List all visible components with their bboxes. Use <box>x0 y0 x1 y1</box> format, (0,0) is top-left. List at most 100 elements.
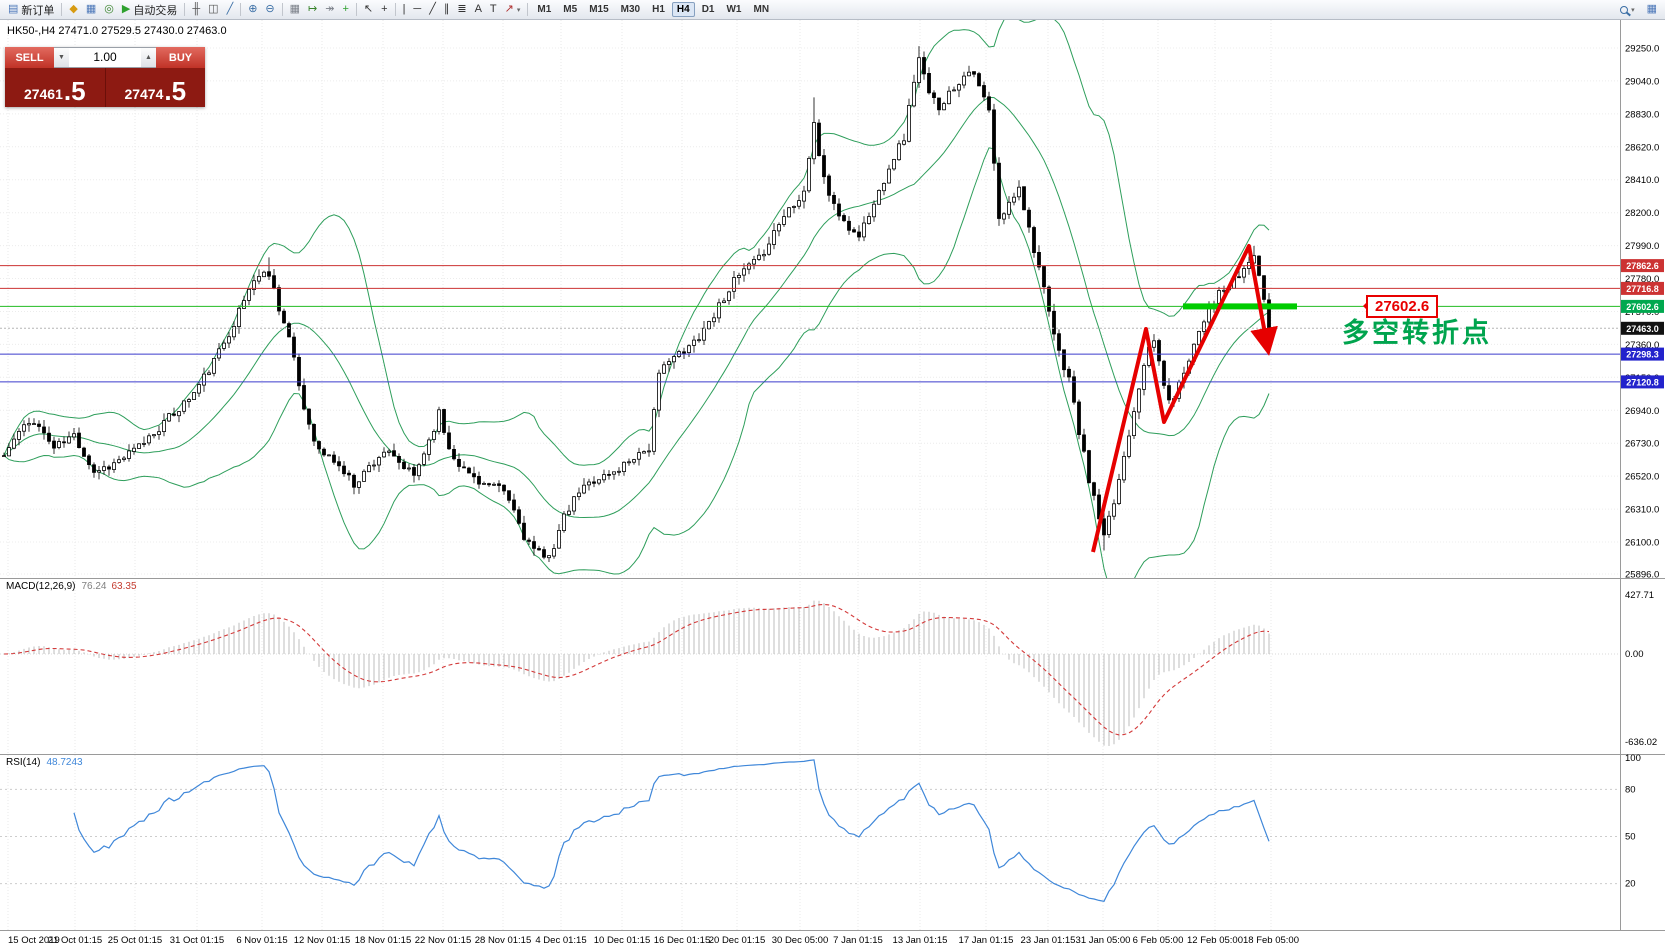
tile-windows-icon: ▦ <box>289 3 301 15</box>
red-zigzag-arrow[interactable] <box>1091 244 1278 553</box>
candle-body <box>687 345 691 354</box>
price-axis-label: 28620.0 <box>1625 142 1659 153</box>
buy-price-display[interactable]: 27474.5 <box>104 68 205 107</box>
candle-body <box>402 461 406 470</box>
candle-body <box>582 484 586 494</box>
vertical-line-button[interactable]: | <box>399 1 410 19</box>
timeframe-m15-button[interactable]: M15 <box>589 4 609 15</box>
time-axis-label: 20 Dec 01:15 <box>709 935 766 946</box>
chart-window-icon: ▦ <box>1646 3 1657 15</box>
candle-body <box>912 81 916 107</box>
time-axis-label: 21 Oct 01:15 <box>48 935 102 946</box>
new-order-button[interactable]: ▤ 新订单 <box>4 1 58 19</box>
bar-chart-mode-button[interactable]: ╫ <box>188 1 204 19</box>
trendline-button[interactable]: ╱ <box>425 1 440 19</box>
sell-price-display[interactable]: 27461.5 <box>5 68 105 107</box>
line-chart-mode-button[interactable]: ╱ <box>223 1 238 19</box>
candle-body <box>232 325 236 338</box>
candle-body <box>72 433 76 438</box>
candle-body <box>452 448 456 460</box>
candle-body <box>917 57 921 84</box>
price-axis-label: 26100.0 <box>1625 538 1659 549</box>
candle-body <box>1072 376 1076 403</box>
candle-body <box>927 73 931 94</box>
candle-body <box>62 441 66 444</box>
timeframe-m5-button[interactable]: M5 <box>563 4 578 15</box>
candle-body <box>672 356 676 363</box>
timeframe-mn-button[interactable]: MN <box>753 4 770 15</box>
toolbar-separator <box>355 3 357 16</box>
zoom-out-button[interactable]: ⊖ <box>261 1 278 19</box>
price-axis-label: 29040.0 <box>1625 76 1659 87</box>
price-axis-label: 27360.0 <box>1625 340 1659 351</box>
candle-body <box>1122 455 1126 481</box>
signals-button[interactable]: ▦ <box>82 1 100 19</box>
label-tool-button[interactable]: T <box>486 1 501 19</box>
buy-button[interactable]: BUY <box>156 47 205 68</box>
cursor-button[interactable]: ↖ <box>360 1 377 19</box>
level-price-badge <box>1621 375 1664 389</box>
candle-body <box>1037 251 1041 268</box>
candlestick-mode-button[interactable]: ◫ <box>204 1 222 19</box>
price-axis-label: 28200.0 <box>1625 208 1659 219</box>
volume-decrease-button[interactable]: ▼ <box>54 48 69 67</box>
bollinger-lower-band <box>3 147 1270 578</box>
crosshair-button[interactable]: + <box>377 1 391 19</box>
turning-point-note[interactable]: 多空转折点 <box>1342 318 1492 348</box>
text-tool-button[interactable]: A <box>471 1 486 19</box>
new-chart-window-button[interactable]: ▦ <box>1643 1 1661 19</box>
candle-body <box>342 465 346 475</box>
timeframe-h4-button[interactable]: H4 <box>671 2 695 17</box>
volume-input[interactable]: 1.00 <box>93 50 117 64</box>
candle-body <box>252 280 256 291</box>
candle-body <box>102 466 106 471</box>
candle-body <box>1132 411 1136 437</box>
tile-windows-button[interactable]: ▦ <box>286 1 304 19</box>
candle-body <box>22 424 26 432</box>
auto-scroll-button[interactable]: ↦ <box>304 1 321 19</box>
toolbar-separator <box>281 3 283 16</box>
fibonacci-button[interactable]: ≣ <box>453 1 470 19</box>
candle-body <box>77 432 81 449</box>
candle-body <box>142 442 146 445</box>
candle-body <box>497 483 501 486</box>
arrows-tool-button[interactable]: ↗ ▾ <box>501 1 525 19</box>
zoom-in-button[interactable]: ⊕ <box>244 1 261 19</box>
timeframe-d1-button[interactable]: D1 <box>701 4 715 15</box>
candle-body <box>367 465 371 473</box>
candle-body <box>467 467 471 474</box>
candle-body <box>322 448 326 456</box>
thick-green-segment[interactable] <box>1183 303 1297 310</box>
volume-increase-button[interactable]: ▲ <box>141 48 156 67</box>
price-callout-label[interactable]: 27602.6 <box>1362 295 1439 318</box>
candle-body <box>1032 227 1036 254</box>
horizontal-line-button[interactable]: ─ <box>409 1 425 19</box>
candle-body <box>882 182 886 192</box>
sell-price-pips: .5 <box>63 75 86 106</box>
symbol-search-button[interactable]: ▾ <box>1616 1 1639 19</box>
candle-body <box>152 434 156 437</box>
buy-price-pips: .5 <box>164 75 187 106</box>
channel-button[interactable]: ∥ <box>440 1 454 19</box>
sell-button[interactable]: SELL <box>5 47 54 68</box>
candle-body <box>372 464 376 467</box>
indicators-plus-icon: + <box>342 3 349 15</box>
candle-body <box>562 513 566 532</box>
timeframe-w1-button[interactable]: W1 <box>726 4 742 15</box>
autotrading-button[interactable]: ▶ 自动交易 <box>118 1 181 19</box>
market-button[interactable]: ◆ <box>65 1 81 19</box>
candle-body <box>1057 333 1061 351</box>
candle-body <box>482 482 486 485</box>
candle-body <box>662 364 666 374</box>
candle-body <box>287 323 291 338</box>
bollinger-middle-band <box>3 96 1270 519</box>
web-terminal-button[interactable]: ◎ <box>100 1 118 19</box>
candle-body <box>27 423 31 426</box>
timeframe-m1-button[interactable]: M1 <box>537 4 552 15</box>
candle-body <box>872 203 876 218</box>
chart-shift-button[interactable]: ↠ <box>321 1 338 19</box>
timeframe-m30-button[interactable]: M30 <box>620 4 641 15</box>
timeframe-h1-button[interactable]: H1 <box>652 4 665 15</box>
indicators-button[interactable]: + <box>338 1 352 19</box>
